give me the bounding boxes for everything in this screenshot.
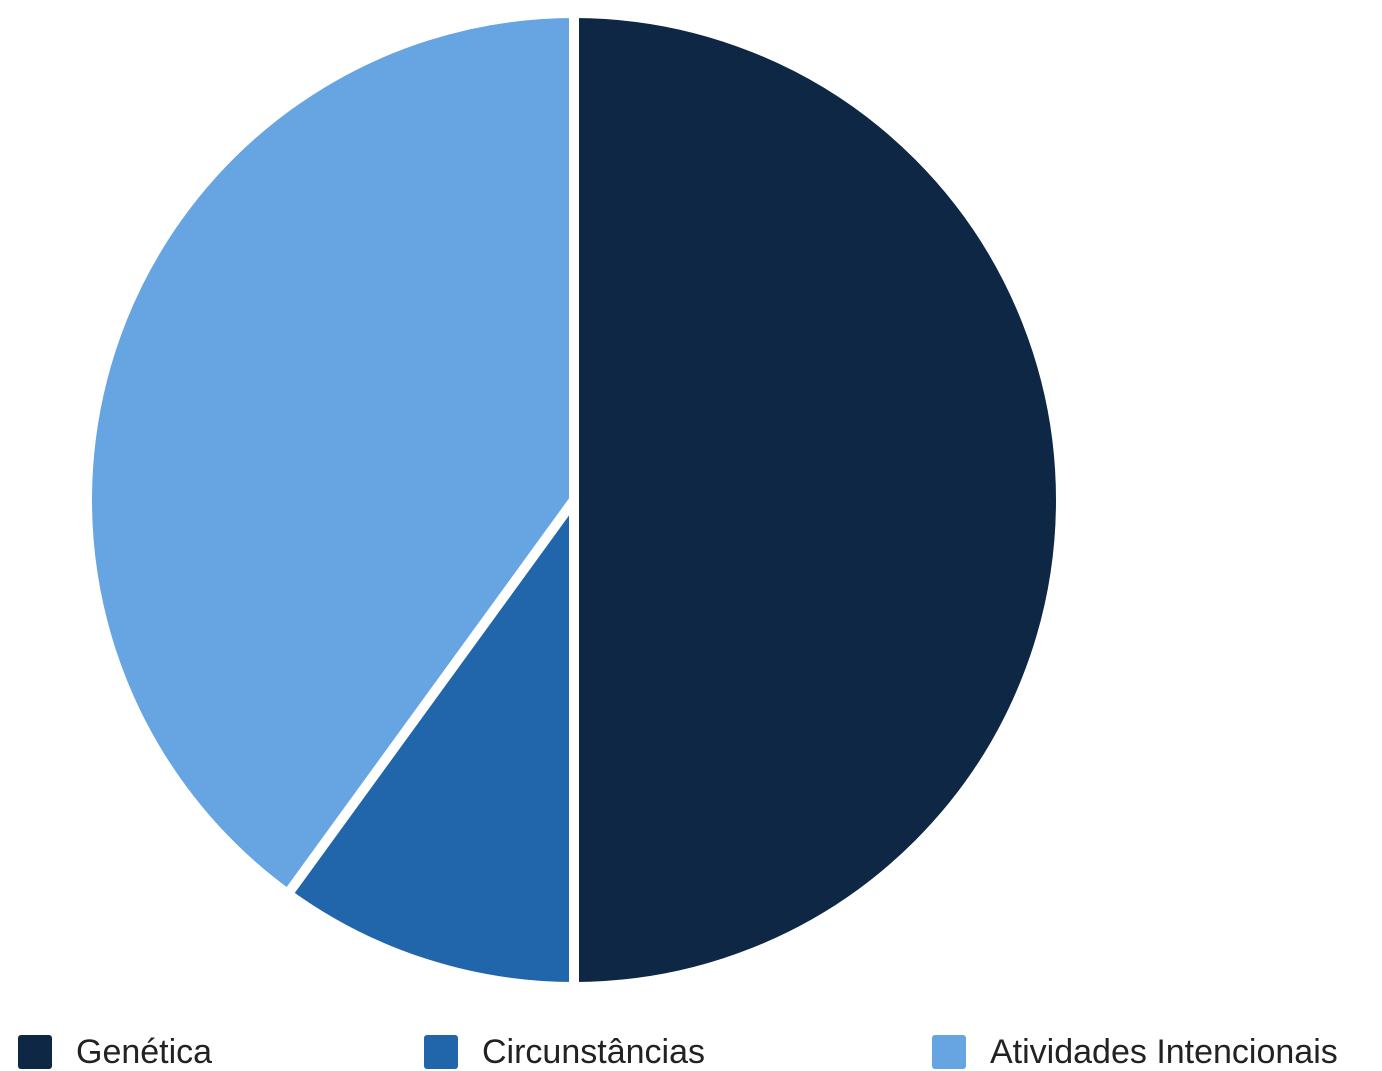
legend-item-genetica[interactable]: Genética: [18, 1034, 212, 1070]
pie-slice-atividades-intencionais[interactable]: [82, 8, 579, 899]
chart-legend: Genética Circunstâncias Atividades Inten…: [0, 1034, 1382, 1070]
pie-slice-circunstancias[interactable]: [282, 495, 579, 992]
legend-swatch-circunstancias: [424, 1035, 458, 1069]
legend-item-circunstancias[interactable]: Circunstâncias: [424, 1034, 705, 1070]
legend-swatch-atividades-intencionais: [932, 1035, 966, 1069]
legend-swatch-genetica: [18, 1035, 52, 1069]
pie-slice-genetica[interactable]: [569, 8, 1066, 992]
legend-item-atividades-intencionais[interactable]: Atividades Intencionais: [932, 1034, 1338, 1070]
pie-chart: [82, 8, 1066, 992]
legend-label-circunstancias: Circunstâncias: [482, 1033, 705, 1071]
legend-label-genetica: Genética: [76, 1033, 213, 1071]
legend-label-atividades-intencionais: Atividades Intencionais: [990, 1033, 1338, 1071]
